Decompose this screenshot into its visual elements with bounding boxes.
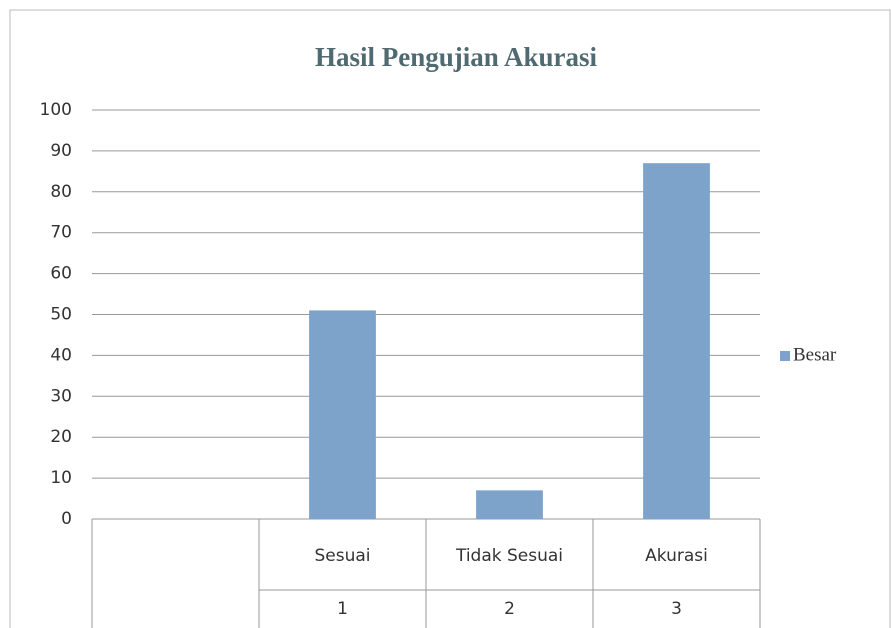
y-tick-label: 30 [50,386,72,406]
chart: Hasil Pengujian Akurasi 0 10 20 30 40 50 60 70 8… [0,0,891,628]
x-tick-label: Sesuai [314,546,370,566]
bar [643,163,710,519]
y-tick-label: 90 [50,141,72,161]
y-tick-label: 70 [50,223,72,243]
x-tick-label: Tidak Sesuai [455,546,563,566]
y-tick-label: 50 [50,305,72,325]
chart-frame [10,10,890,628]
legend-label: Besar [793,344,837,365]
y-tick-label: 40 [50,345,72,365]
bar [309,310,376,519]
x-sub-label: 3 [671,599,682,619]
x-sub-label: 1 [337,599,348,619]
legend-swatch [780,351,790,361]
y-tick-label: 0 [61,509,72,529]
x-sub-label: 2 [504,599,515,619]
y-tick-label: 80 [50,182,72,202]
y-tick-label: 10 [50,468,72,488]
chart-title: Hasil Pengujian Akurasi [315,42,598,72]
y-tick-label: 100 [40,100,72,120]
x-tick-label: Akurasi [645,546,708,566]
bar [476,490,543,519]
y-tick-label: 60 [50,264,72,284]
y-tick-label: 20 [50,427,72,447]
